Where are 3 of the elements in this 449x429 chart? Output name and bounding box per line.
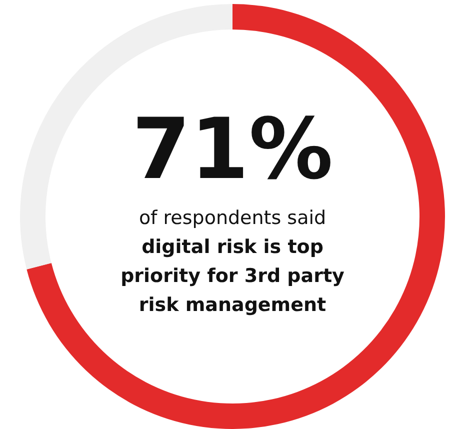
text: of respondents said (138, 207, 326, 229)
text: digital risk is top priority for 3rd party risk management (120, 236, 346, 316)
data-label: 71% (132, 100, 334, 198)
